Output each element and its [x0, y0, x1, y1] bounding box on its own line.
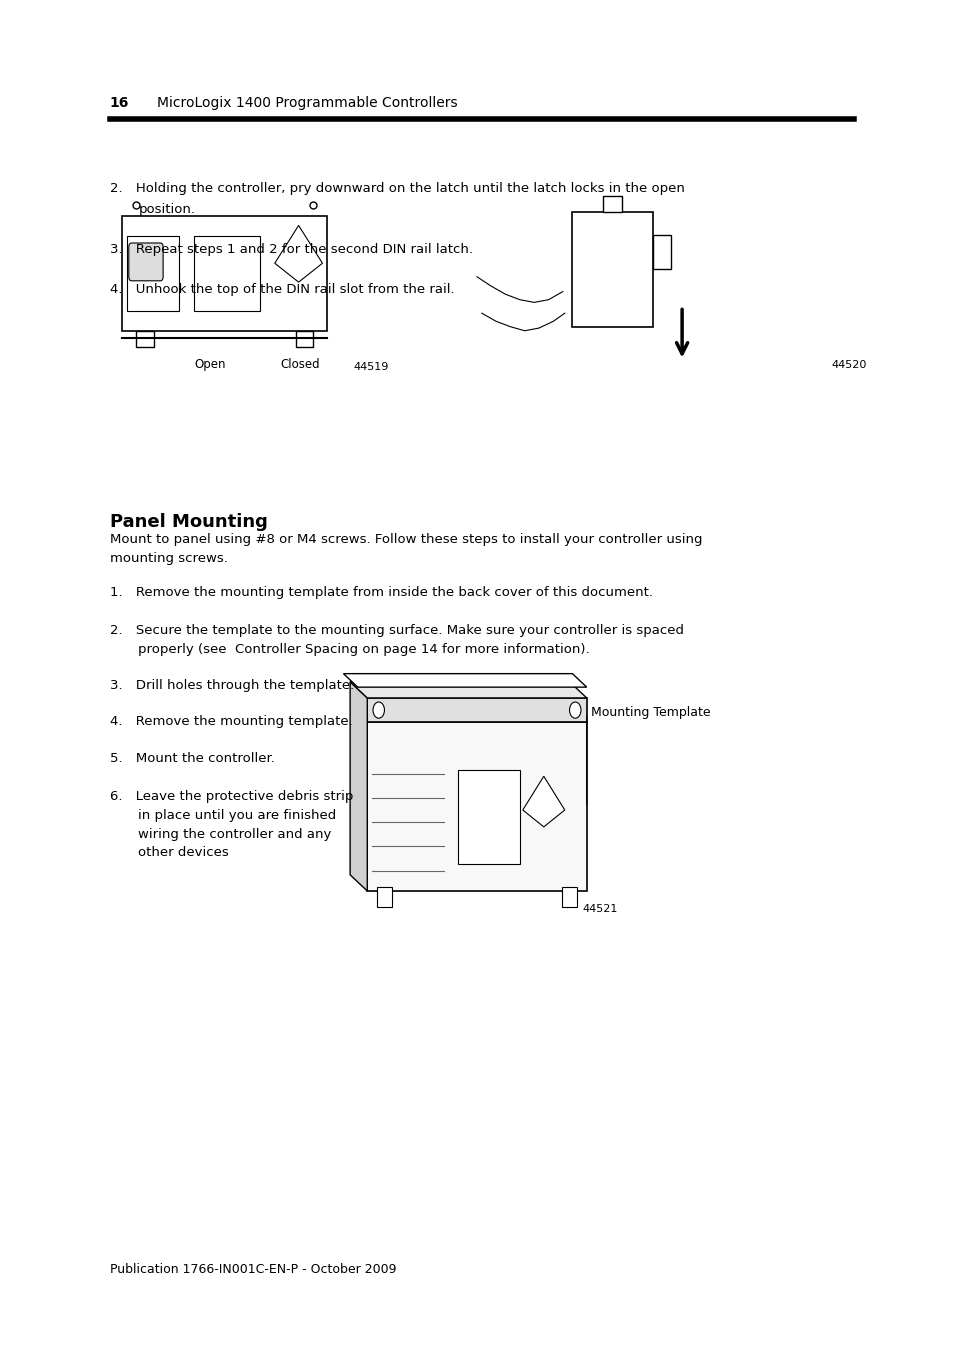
FancyBboxPatch shape [129, 243, 163, 281]
Polygon shape [274, 225, 322, 282]
Text: 6. Leave the protective debris strip: 6. Leave the protective debris strip [110, 790, 353, 803]
Bar [653, 235, 670, 270]
Text: Publication 1766-IN001C-EN-P - October 2009: Publication 1766-IN001C-EN-P - October 2… [110, 1262, 395, 1276]
Text: Closed: Closed [280, 358, 320, 371]
Text: 5. Mount the controller.: 5. Mount the controller. [110, 752, 274, 765]
Circle shape [373, 702, 384, 718]
Text: 2. Holding the controller, pry downward on the latch until the latch locks in th: 2. Holding the controller, pry downward … [110, 182, 684, 196]
Polygon shape [350, 682, 367, 891]
Text: Open: Open [193, 358, 226, 371]
Bar [193, 236, 260, 310]
Text: 16: 16 [110, 96, 129, 109]
Text: 4. Unhook the top of the DIN rail slot from the rail.: 4. Unhook the top of the DIN rail slot f… [110, 284, 454, 297]
Text: 2. Secure the template to the mounting surface. Make sure your controller is spa: 2. Secure the template to the mounting s… [110, 624, 683, 637]
Text: 44519: 44519 [353, 362, 388, 371]
Text: MicroLogix 1400 Programmable Controllers: MicroLogix 1400 Programmable Controllers [157, 96, 457, 109]
Circle shape [569, 702, 580, 718]
Bar [561, 887, 577, 907]
Polygon shape [343, 674, 586, 687]
Text: wiring the controller and any: wiring the controller and any [138, 828, 332, 841]
Text: in place until you are finished: in place until you are finished [138, 809, 336, 822]
Bar [572, 212, 653, 327]
Bar [136, 331, 153, 347]
FancyBboxPatch shape [122, 216, 327, 331]
FancyBboxPatch shape [367, 722, 586, 891]
Text: properly (see  Controller Spacing on page 14 for more information).: properly (see Controller Spacing on page… [138, 643, 589, 656]
Text: position.: position. [138, 202, 195, 216]
Text: 3. Drill holes through the template.: 3. Drill holes through the template. [110, 679, 354, 693]
Bar [127, 236, 179, 310]
Text: 4. Remove the mounting template.: 4. Remove the mounting template. [110, 716, 352, 729]
Text: mounting screws.: mounting screws. [110, 552, 228, 566]
Bar [457, 769, 519, 864]
Bar [376, 887, 392, 907]
Bar [367, 698, 586, 722]
Text: Mounting Template: Mounting Template [591, 706, 710, 720]
Text: 3. Repeat steps 1 and 2 for the second DIN rail latch.: 3. Repeat steps 1 and 2 for the second D… [110, 243, 473, 256]
Text: 44520: 44520 [831, 360, 866, 370]
Text: 44521: 44521 [581, 904, 617, 914]
Bar [295, 331, 313, 347]
Text: 1. Remove the mounting template from inside the back cover of this document.: 1. Remove the mounting template from ins… [110, 586, 652, 599]
Text: other devices: other devices [138, 846, 229, 860]
Polygon shape [350, 682, 586, 698]
Bar [602, 196, 621, 212]
Polygon shape [522, 776, 564, 826]
Text: Mount to panel using #8 or M4 screws. Follow these steps to install your control: Mount to panel using #8 or M4 screws. Fo… [110, 533, 701, 547]
Text: Panel Mounting: Panel Mounting [110, 513, 267, 531]
